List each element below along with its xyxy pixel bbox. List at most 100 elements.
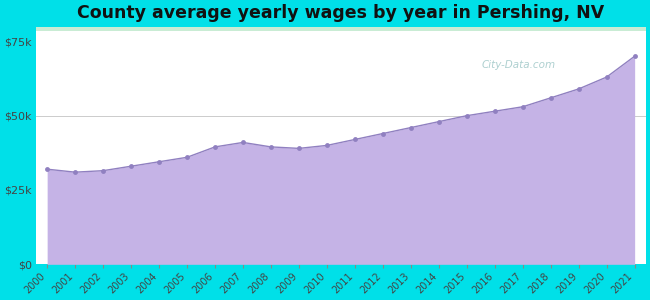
Bar bbox=[36, 28, 646, 30]
Bar bbox=[36, 28, 646, 31]
Bar bbox=[36, 29, 646, 31]
Bar bbox=[36, 27, 646, 29]
Bar bbox=[36, 26, 646, 29]
Bar bbox=[36, 28, 646, 30]
Bar bbox=[36, 28, 646, 31]
Bar bbox=[36, 27, 646, 29]
Bar bbox=[36, 28, 646, 31]
Bar bbox=[36, 28, 646, 30]
Title: County average yearly wages by year in Pershing, NV: County average yearly wages by year in P… bbox=[77, 4, 605, 22]
Bar bbox=[36, 28, 646, 30]
Bar bbox=[36, 28, 646, 31]
Bar bbox=[36, 27, 646, 29]
Bar bbox=[36, 28, 646, 30]
Bar bbox=[36, 27, 646, 29]
Bar bbox=[36, 28, 646, 31]
Text: City-Data.com: City-Data.com bbox=[481, 60, 555, 70]
Bar bbox=[36, 28, 646, 31]
Bar bbox=[36, 27, 646, 29]
Bar bbox=[36, 28, 646, 30]
Bar bbox=[36, 26, 646, 29]
Bar bbox=[36, 27, 646, 30]
Bar bbox=[36, 28, 646, 30]
Bar bbox=[36, 27, 646, 30]
Bar bbox=[36, 28, 646, 31]
Bar bbox=[36, 28, 646, 30]
Bar bbox=[36, 28, 646, 30]
Bar bbox=[36, 27, 646, 29]
Bar bbox=[36, 27, 646, 29]
Bar bbox=[36, 28, 646, 30]
Bar bbox=[36, 28, 646, 31]
Bar bbox=[36, 28, 646, 31]
Bar bbox=[36, 27, 646, 29]
Bar bbox=[36, 29, 646, 31]
Bar bbox=[36, 26, 646, 29]
Bar bbox=[36, 28, 646, 30]
Bar bbox=[36, 28, 646, 30]
Bar bbox=[36, 27, 646, 30]
Bar bbox=[36, 27, 646, 29]
Bar bbox=[36, 28, 646, 30]
Bar bbox=[36, 27, 646, 29]
Bar bbox=[36, 27, 646, 30]
Bar bbox=[36, 28, 646, 31]
Bar bbox=[36, 27, 646, 29]
Bar bbox=[36, 28, 646, 30]
Bar bbox=[36, 28, 646, 30]
Bar bbox=[36, 28, 646, 31]
Bar bbox=[36, 28, 646, 31]
Bar bbox=[36, 27, 646, 29]
Bar bbox=[36, 28, 646, 30]
Bar bbox=[36, 28, 646, 30]
Bar bbox=[36, 29, 646, 31]
Bar bbox=[36, 28, 646, 31]
Bar bbox=[36, 28, 646, 31]
Bar bbox=[36, 27, 646, 30]
Bar bbox=[36, 28, 646, 30]
Bar bbox=[36, 27, 646, 29]
Bar bbox=[36, 28, 646, 31]
Bar bbox=[36, 28, 646, 31]
Bar bbox=[36, 28, 646, 30]
Bar bbox=[36, 27, 646, 29]
Bar bbox=[36, 29, 646, 31]
Bar bbox=[36, 28, 646, 30]
Bar bbox=[36, 29, 646, 31]
Bar bbox=[36, 28, 646, 31]
Bar bbox=[36, 28, 646, 30]
Bar bbox=[36, 28, 646, 31]
Bar bbox=[36, 27, 646, 30]
Bar bbox=[36, 27, 646, 29]
Bar bbox=[36, 29, 646, 31]
Bar bbox=[36, 27, 646, 29]
Bar bbox=[36, 27, 646, 29]
Bar bbox=[36, 28, 646, 30]
Bar bbox=[36, 29, 646, 31]
Bar bbox=[36, 27, 646, 29]
Bar bbox=[36, 28, 646, 31]
Bar bbox=[36, 27, 646, 30]
Bar bbox=[36, 27, 646, 30]
Bar bbox=[36, 28, 646, 31]
Bar bbox=[36, 27, 646, 30]
Bar bbox=[36, 27, 646, 30]
Bar bbox=[36, 28, 646, 30]
Bar bbox=[36, 28, 646, 31]
Bar bbox=[36, 27, 646, 29]
Bar bbox=[36, 27, 646, 29]
Bar bbox=[36, 27, 646, 29]
Bar bbox=[36, 27, 646, 29]
Bar bbox=[36, 29, 646, 31]
Bar bbox=[36, 27, 646, 29]
Bar bbox=[36, 28, 646, 31]
Bar bbox=[36, 28, 646, 30]
Bar bbox=[36, 28, 646, 30]
Bar bbox=[36, 27, 646, 29]
Bar bbox=[36, 28, 646, 30]
Bar bbox=[36, 27, 646, 30]
Bar bbox=[36, 28, 646, 31]
Bar bbox=[36, 27, 646, 29]
Bar bbox=[36, 29, 646, 31]
Bar bbox=[36, 28, 646, 31]
